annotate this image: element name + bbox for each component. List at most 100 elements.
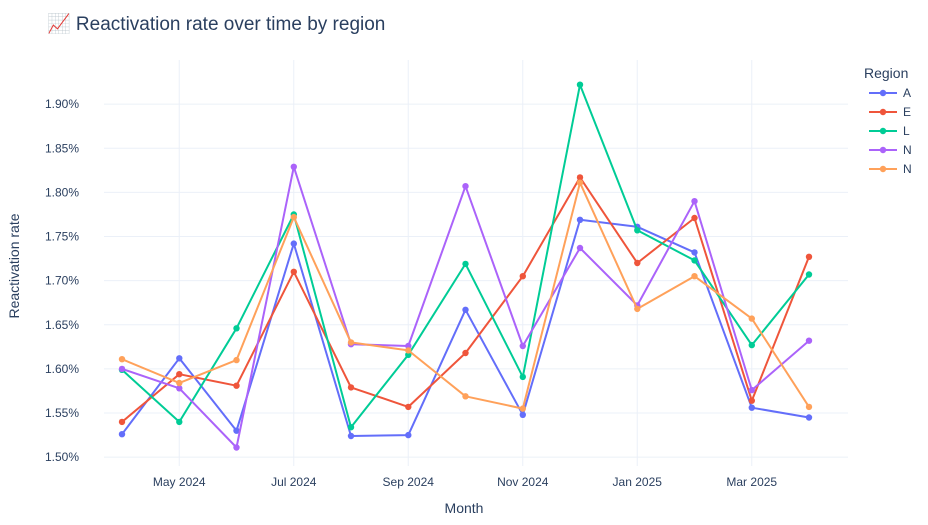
chart-title: 📈 Reactivation rate over time by region <box>47 12 385 35</box>
data-point <box>519 405 526 412</box>
x-tick-label: Nov 2024 <box>497 475 549 489</box>
legend-item[interactable]: A <box>869 86 911 100</box>
data-point <box>748 397 755 404</box>
data-point <box>290 268 297 275</box>
data-point <box>576 174 584 181</box>
data-point <box>233 325 240 332</box>
x-tick-label: Mar 2025 <box>726 475 777 489</box>
legend-swatch-marker <box>879 89 887 97</box>
data-point <box>118 418 126 426</box>
data-point <box>176 355 183 362</box>
data-point <box>519 342 526 350</box>
data-point <box>634 259 641 267</box>
legend-item[interactable]: L <box>869 124 910 138</box>
legend-swatch-marker <box>879 146 887 154</box>
data-point <box>176 379 183 387</box>
data-point <box>347 339 355 346</box>
y-tick-label: 1.75% <box>45 230 79 244</box>
data-point <box>405 403 412 411</box>
data-point <box>347 432 355 440</box>
data-point <box>176 418 183 426</box>
data-point <box>118 356 126 363</box>
series-layer <box>118 81 813 451</box>
data-point <box>290 163 297 170</box>
data-point <box>519 273 526 280</box>
y-tick-label: 1.60% <box>45 362 79 376</box>
data-point <box>691 249 698 256</box>
x-tick-label: Jan 2025 <box>613 475 663 489</box>
y-tick-label: 1.50% <box>45 450 79 464</box>
data-point <box>233 427 240 434</box>
series-1 <box>118 174 813 426</box>
data-point <box>118 431 126 438</box>
legend-swatch-marker <box>879 165 887 173</box>
data-point <box>691 257 698 264</box>
x-tick-label: Jul 2024 <box>271 475 317 489</box>
data-point <box>576 179 584 186</box>
x-axis-title: Month <box>445 500 484 516</box>
x-tick-label: May 2024 <box>153 475 206 489</box>
data-point <box>462 393 469 400</box>
data-point <box>805 337 813 344</box>
legend-label: N <box>903 162 912 176</box>
data-point <box>462 349 469 357</box>
data-point <box>290 213 297 221</box>
y-axis-ticks: 1.50% 1.55% 1.60% 1.65% 1.70% 1.75% 1.80% 1.85%… <box>45 97 79 464</box>
series-line <box>121 181 810 410</box>
data-point <box>462 260 469 268</box>
legend-item[interactable]: N <box>869 143 912 157</box>
y-tick-label: 1.65% <box>45 318 79 332</box>
data-point <box>691 214 698 222</box>
data-point <box>462 183 469 190</box>
legend-label: N <box>903 143 912 157</box>
data-point <box>290 240 297 247</box>
data-point <box>405 351 412 358</box>
data-point <box>748 404 755 411</box>
data-point <box>576 216 584 223</box>
y-tick-label: 1.80% <box>45 185 79 199</box>
series-3 <box>118 163 813 451</box>
y-tick-label: 1.85% <box>45 141 79 155</box>
legend-swatch-marker <box>879 127 887 135</box>
data-point <box>576 244 584 252</box>
data-point <box>519 373 526 381</box>
legend-item[interactable]: N <box>869 162 912 176</box>
series-2 <box>118 81 813 431</box>
data-point <box>748 341 755 349</box>
legend-item[interactable]: E <box>869 105 911 119</box>
legend-label: E <box>903 105 911 119</box>
series-0 <box>118 216 813 440</box>
data-point <box>347 384 355 391</box>
data-point <box>576 81 584 88</box>
data-point <box>118 365 126 373</box>
y-axis-title: Reactivation rate <box>6 213 22 318</box>
legend-label: L <box>903 124 910 138</box>
data-point <box>691 273 698 280</box>
legend-label: A <box>903 86 911 100</box>
data-point <box>634 305 641 313</box>
data-point <box>634 227 641 234</box>
data-point <box>805 414 813 421</box>
data-point <box>405 347 412 354</box>
x-tick-label: Sep 2024 <box>383 475 435 489</box>
legend-swatch-marker <box>879 108 887 116</box>
y-tick-label: 1.70% <box>45 274 79 288</box>
series-line <box>121 176 810 423</box>
data-point <box>462 306 469 313</box>
data-point <box>748 315 755 322</box>
data-point <box>233 382 240 389</box>
legend-title: Region <box>864 65 908 81</box>
data-point <box>805 403 813 411</box>
y-tick-label: 1.55% <box>45 406 79 420</box>
data-point <box>176 385 183 392</box>
data-point <box>233 356 240 364</box>
data-point <box>176 371 183 378</box>
data-point <box>347 424 355 431</box>
data-point <box>519 411 526 418</box>
data-point <box>805 271 813 278</box>
data-point <box>805 253 813 260</box>
data-point <box>748 386 755 394</box>
data-point <box>405 342 412 350</box>
